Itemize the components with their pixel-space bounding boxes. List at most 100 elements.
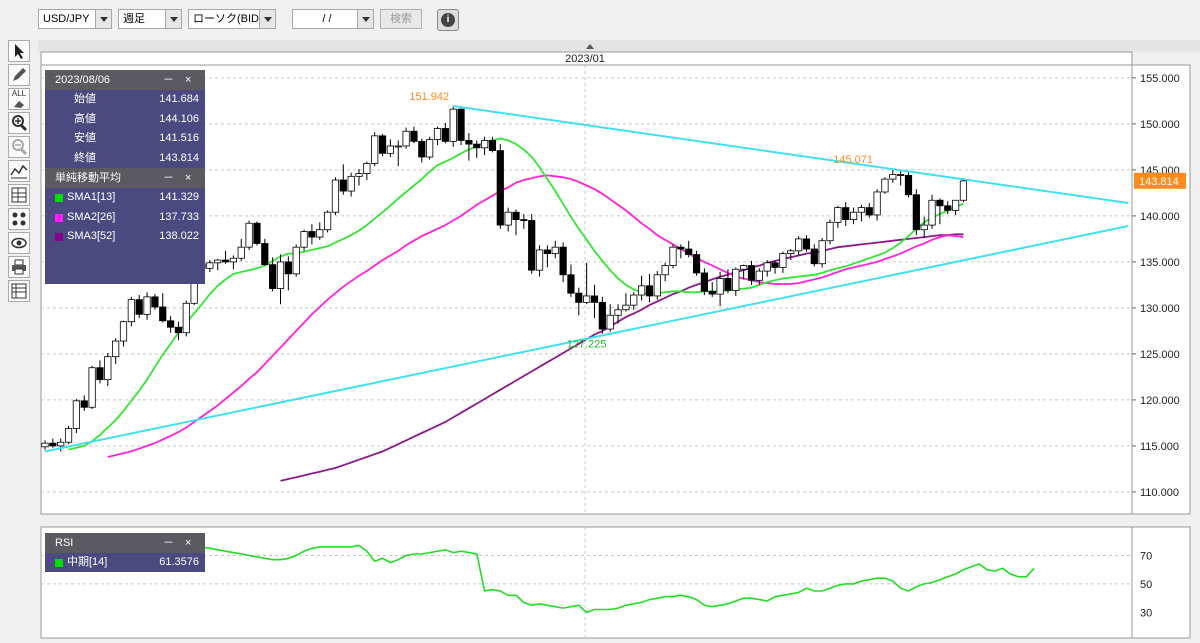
candle-body xyxy=(64,428,73,443)
sma-value: 138.022 xyxy=(159,230,199,242)
candle-body xyxy=(119,321,128,342)
delete-all-tool[interactable]: ALL xyxy=(8,88,30,110)
zoom-in-tool[interactable] xyxy=(8,112,30,134)
candle-body xyxy=(912,194,920,231)
minimize-icon[interactable]: － xyxy=(163,537,174,549)
ohlc-value: 143.814 xyxy=(159,151,199,164)
view-tool[interactable] xyxy=(8,232,30,254)
candle-body xyxy=(747,265,756,281)
chart-type-select[interactable]: ローソク(BID) xyxy=(188,9,276,29)
indicator-tool[interactable] xyxy=(8,160,30,182)
candle-body xyxy=(237,246,245,259)
rsi-panel: RSI － × 中期[14] 61.3576 xyxy=(45,533,205,572)
candle-body xyxy=(512,211,520,220)
data-window-tool[interactable] xyxy=(8,184,30,206)
candle-body xyxy=(952,199,960,211)
scroll-top-bar xyxy=(38,40,1200,52)
candle-body xyxy=(590,295,599,303)
sma1-line xyxy=(68,137,964,451)
ohlc-label: 終値 xyxy=(74,151,96,164)
ohlc-panel-header: 2023/08/06 － × xyxy=(45,70,205,90)
period-value: 週足 xyxy=(123,13,145,25)
rsi-swatch xyxy=(55,559,63,567)
chevron-down-icon[interactable] xyxy=(357,10,373,28)
candle-body xyxy=(269,264,277,289)
layout-tool[interactable] xyxy=(8,280,30,302)
candle-body xyxy=(857,207,866,213)
candle-body xyxy=(371,135,379,164)
chevron-down-icon[interactable] xyxy=(165,10,181,28)
ohlc-value: 141.684 xyxy=(159,93,199,105)
info-button[interactable]: i xyxy=(437,9,459,31)
candle-body xyxy=(881,178,889,193)
y-tick-label: 155.000 xyxy=(1140,73,1180,85)
close-icon[interactable]: × xyxy=(185,537,192,549)
chevron-down-icon[interactable] xyxy=(259,10,275,28)
candle-body xyxy=(583,295,591,303)
candle-body xyxy=(920,224,928,231)
candle-body xyxy=(653,274,661,297)
candle-body xyxy=(700,272,709,292)
print-tool[interactable] xyxy=(8,256,30,278)
close-icon[interactable]: × xyxy=(185,74,192,86)
candle-body xyxy=(771,262,779,268)
candle-body xyxy=(598,301,606,330)
chart-type-value: ローソク(BID) xyxy=(193,13,263,25)
search-button[interactable]: 検索 xyxy=(380,9,422,29)
candle-body xyxy=(559,246,567,276)
y-tick-label: 125.000 xyxy=(1140,349,1180,361)
rsi-panel-header: RSI － × xyxy=(45,533,205,553)
candle-body xyxy=(787,250,795,255)
sma3-swatch xyxy=(55,233,63,241)
candle-body xyxy=(740,265,748,270)
chevron-down-icon[interactable] xyxy=(95,10,111,28)
close-icon[interactable]: × xyxy=(185,172,192,184)
minimize-icon[interactable]: － xyxy=(163,172,174,184)
rsi-tick-label: 30 xyxy=(1140,607,1152,619)
sma3-line xyxy=(280,233,964,482)
minimize-icon[interactable]: － xyxy=(163,74,174,86)
date-input[interactable]: / / xyxy=(292,9,374,29)
candle-body xyxy=(944,205,952,211)
candle-body xyxy=(449,108,457,142)
candle-body xyxy=(645,285,654,297)
currency-pair-select[interactable]: USD/JPY xyxy=(38,9,112,29)
candle-body xyxy=(457,108,465,141)
ohlc-label: 安値 xyxy=(74,132,96,144)
candle-body xyxy=(206,262,214,269)
candle-body xyxy=(182,302,190,334)
candle-body xyxy=(834,207,842,223)
price-chart[interactable]: 155.000150.000145.000140.000135.000130.0… xyxy=(38,40,1200,643)
candle-body xyxy=(810,248,818,265)
candle-body xyxy=(496,150,504,226)
candle-body xyxy=(229,257,237,263)
period-select[interactable]: 週足 xyxy=(118,9,182,29)
candle-body xyxy=(159,306,167,322)
printer-icon xyxy=(12,259,26,275)
sma-title: 単純移動平均 xyxy=(55,172,121,184)
symbols-tool[interactable] xyxy=(8,208,30,230)
ohlc-date: 2023/08/06 xyxy=(55,74,111,86)
zoom-out-tool[interactable] xyxy=(8,136,30,158)
price-annotation: 151.942 xyxy=(409,91,449,103)
candle-body xyxy=(818,240,826,265)
candle-body xyxy=(802,238,811,250)
current-price-tag xyxy=(1134,172,1186,189)
candle-body xyxy=(143,296,151,315)
pen-tool[interactable] xyxy=(8,64,30,86)
candle-body xyxy=(724,278,732,291)
y-tick-label: 110.000 xyxy=(1140,487,1179,499)
candle-body xyxy=(614,309,622,316)
candle-body xyxy=(826,221,834,242)
cursor-tool[interactable] xyxy=(8,40,30,62)
price-annotation: 145.071 xyxy=(833,154,873,166)
candle-body xyxy=(473,143,481,149)
sma-row: SMA3[52] 138.022 xyxy=(45,227,205,247)
candle-body xyxy=(57,441,65,447)
candle-body xyxy=(685,248,693,255)
candle-body xyxy=(253,222,261,244)
candle-body xyxy=(567,274,575,294)
candle-body xyxy=(276,261,285,289)
candle-body xyxy=(339,179,347,192)
rsi-axis xyxy=(1131,526,1191,639)
